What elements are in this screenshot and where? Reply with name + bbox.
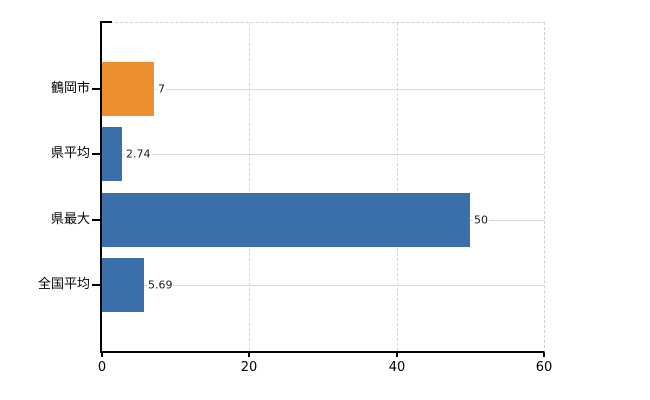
horizontal-gridline: [102, 89, 544, 90]
bar-県平均: [102, 127, 122, 181]
vertical-gridline: [397, 23, 398, 351]
bar-value-label: 2.74: [125, 147, 152, 161]
x-axis-tick: [396, 353, 398, 357]
vertical-gridline: [249, 23, 250, 351]
x-axis-tick-label: 0: [97, 360, 107, 375]
x-axis-tick: [543, 353, 545, 357]
bar-value-label: 5.69: [147, 278, 174, 292]
category-label-鶴岡市: 鶴岡市: [50, 81, 90, 96]
y-axis-tick: [92, 88, 100, 90]
category-label-県平均: 県平均: [50, 146, 90, 161]
category-label-県最大: 県最大: [50, 212, 90, 227]
x-axis-tick: [248, 353, 250, 357]
y-axis-top-cap: [100, 21, 112, 23]
x-axis-tick-label: 60: [535, 360, 553, 375]
bar-鶴岡市: [102, 62, 154, 116]
category-label-全国平均: 全国平均: [37, 277, 90, 292]
bar-県最大: [102, 193, 470, 247]
horizontal-gridline: [102, 285, 544, 286]
x-axis-tick-label: 40: [388, 360, 406, 375]
horizontal-gridline: [102, 154, 544, 155]
y-axis-tick: [92, 284, 100, 286]
y-axis-tick: [92, 219, 100, 221]
bar-value-label: 7: [157, 82, 166, 96]
bar-value-label: 50: [473, 213, 489, 227]
plot-area: 7 2.74 50 5.69: [100, 22, 545, 353]
x-axis-tick: [101, 353, 103, 357]
x-axis-tick-label: 20: [240, 360, 258, 375]
y-axis-tick: [92, 153, 100, 155]
bar-全国平均: [102, 258, 144, 312]
